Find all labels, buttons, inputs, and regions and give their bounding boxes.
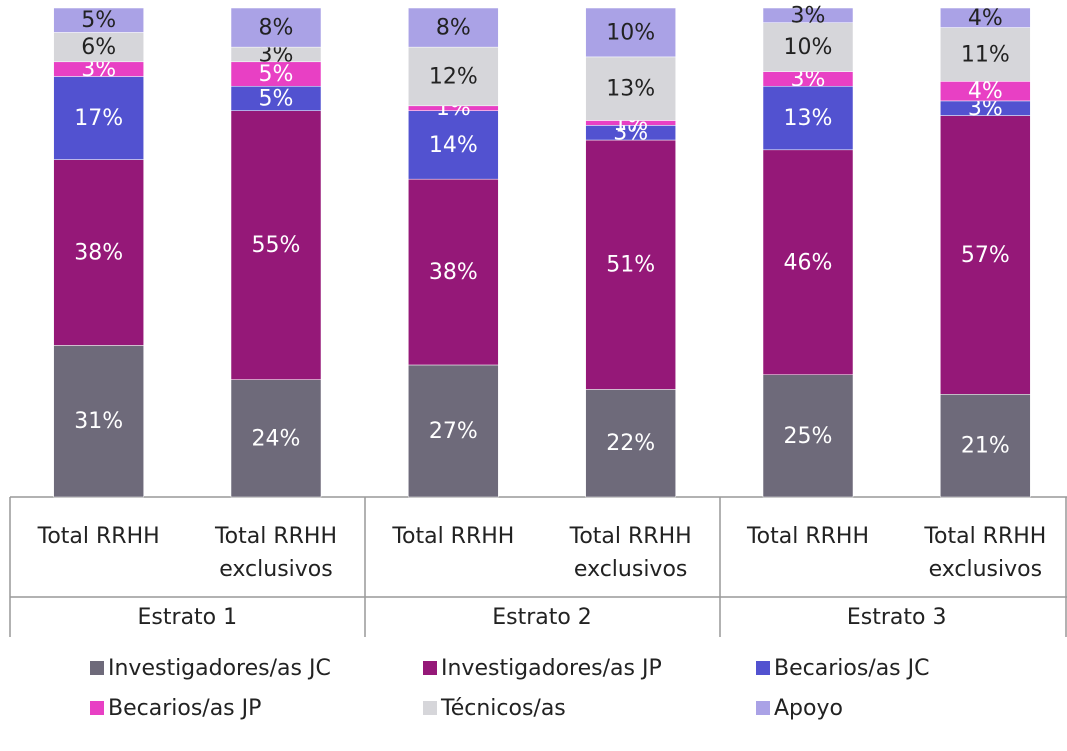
data-label: 11% xyxy=(961,42,1010,67)
bar-segment xyxy=(408,46,499,107)
bar-segment xyxy=(585,7,676,58)
legend-swatch xyxy=(90,701,104,715)
x-tick-label: Total RRHH xyxy=(746,524,870,549)
legend-label: Investigadores/as JP xyxy=(441,656,662,681)
x-tick-label: Total RRHH exclusivos xyxy=(569,524,692,582)
data-label: 25% xyxy=(784,424,833,449)
bar-segment xyxy=(408,110,499,180)
group-label: Estrato 1 xyxy=(137,605,238,630)
legend-swatch xyxy=(423,661,437,675)
bar-segment xyxy=(762,374,854,498)
bar-segment xyxy=(585,56,676,121)
bar-segment xyxy=(408,178,499,366)
data-label: 8% xyxy=(259,16,294,41)
data-label: 51% xyxy=(606,253,655,278)
group-label: Estrato 2 xyxy=(492,605,592,630)
x-tick-label: Total RRHH xyxy=(37,524,160,549)
data-label: 8% xyxy=(436,16,471,41)
legend-swatch xyxy=(423,701,437,715)
bar-segment xyxy=(230,7,322,48)
data-label: 10% xyxy=(784,35,833,60)
bar-segment xyxy=(940,27,1031,82)
x-tick-label: Total RRHH xyxy=(392,524,515,549)
bar-segment xyxy=(762,85,854,151)
data-label: 5% xyxy=(81,8,116,33)
data-label: 24% xyxy=(252,426,301,451)
data-label: 6% xyxy=(81,35,116,60)
bar-segment xyxy=(408,7,499,48)
legend-label: Apoyo xyxy=(774,696,843,721)
data-label: 13% xyxy=(606,77,655,102)
bar-segment xyxy=(762,149,854,375)
bar-segment xyxy=(585,139,676,390)
data-label: 22% xyxy=(606,431,655,456)
data-label: 14% xyxy=(429,133,478,158)
legend-swatch xyxy=(90,661,104,675)
bar-segment xyxy=(762,7,854,23)
data-label: 55% xyxy=(252,233,301,258)
bar-segment xyxy=(940,115,1031,395)
x-tick-label: Total RRHH exclusivos xyxy=(924,524,1047,582)
data-label: 4% xyxy=(968,6,1003,31)
bar-segment xyxy=(53,76,144,160)
bar-segment xyxy=(230,85,322,111)
bar-segment xyxy=(53,7,144,33)
bar-segment xyxy=(940,394,1031,498)
data-label: 46% xyxy=(784,250,833,275)
data-label: 17% xyxy=(74,106,123,131)
bar-segment xyxy=(940,7,1031,28)
data-label: 31% xyxy=(74,409,123,434)
bar-segment xyxy=(408,364,499,498)
bar-segment xyxy=(53,159,144,346)
legend-label: Becarios/as JC xyxy=(774,656,929,681)
data-label: 5% xyxy=(259,86,294,111)
axis-frame xyxy=(9,496,1067,637)
bar-segment xyxy=(585,389,676,498)
data-label: 57% xyxy=(961,243,1010,268)
legend-label: Becarios/as JP xyxy=(108,696,261,721)
data-label: 27% xyxy=(429,419,478,444)
data-label: 10% xyxy=(606,20,655,45)
data-label: 12% xyxy=(429,64,478,89)
legend-swatch xyxy=(756,661,770,675)
data-label: 13% xyxy=(784,106,833,131)
data-label: 5% xyxy=(259,62,294,87)
legend-label: Investigadores/as JC xyxy=(108,656,331,681)
legend-swatch xyxy=(756,701,770,715)
group-label: Estrato 3 xyxy=(846,605,947,630)
data-label: 38% xyxy=(429,260,478,285)
data-label: 3% xyxy=(791,3,826,28)
bar-segment xyxy=(230,379,322,498)
legend-label: Técnicos/as xyxy=(440,696,566,721)
data-label: 4% xyxy=(968,79,1003,104)
bar-segment xyxy=(230,110,322,380)
bar-segment xyxy=(53,345,144,498)
bar-segment xyxy=(762,22,854,72)
data-label: 21% xyxy=(961,434,1010,459)
x-tick-label: Total RRHH exclusivos xyxy=(214,524,338,582)
data-label: 38% xyxy=(74,241,123,266)
